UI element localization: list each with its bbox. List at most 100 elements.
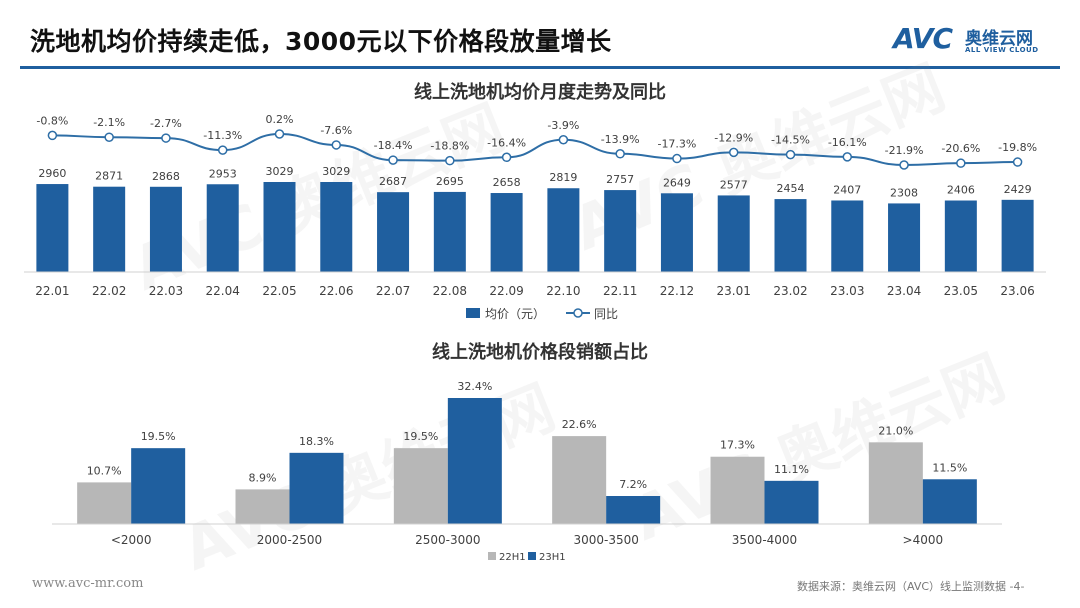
x-tick-label: 23.06 — [1000, 284, 1034, 298]
price-label: 2406 — [947, 184, 975, 197]
logo-en: ALL VIEW CLOUD — [965, 46, 1039, 54]
yoy-point — [672, 153, 682, 164]
logo-mark: AVC — [893, 22, 953, 55]
page-title: 洗地机均价持续走低，3000元以下价格段放量增长 — [30, 27, 612, 56]
x-tick-label: 23.04 — [887, 284, 921, 298]
yoy-label: -17.3% — [657, 138, 696, 151]
bar-22h1 — [552, 436, 607, 524]
legend-yoy: 同比 — [594, 307, 618, 321]
price-label: 2757 — [606, 173, 634, 186]
price-label: 3029 — [266, 165, 294, 178]
x-tick-label: 22.01 — [35, 284, 69, 298]
label-22h1: 17.3% — [720, 439, 755, 452]
label-23h1: 11.5% — [932, 461, 967, 474]
avc-logo: AVC 奥维云网 ALL VIEW CLOUD — [893, 22, 1063, 58]
price-label: 2695 — [436, 175, 464, 188]
price-label: 2649 — [663, 176, 691, 189]
price-label: 2953 — [209, 167, 237, 180]
price-bar — [149, 186, 182, 272]
x-tick-label: 3500-4000 — [732, 533, 797, 547]
yoy-point — [445, 155, 455, 166]
yoy-label: -3.9% — [547, 119, 579, 132]
label-22h1: 19.5% — [403, 430, 438, 443]
yoy-label: -0.8% — [36, 114, 68, 127]
price-bar — [774, 199, 807, 272]
x-tick-label: 22.04 — [206, 284, 240, 298]
yoy-label: -13.9% — [601, 133, 640, 146]
label-23h1: 19.5% — [141, 430, 176, 443]
x-tick-label: 22.12 — [660, 284, 694, 298]
price-label: 2454 — [777, 182, 805, 195]
yoy-label: -2.1% — [93, 116, 125, 129]
x-tick-label: 22.02 — [92, 284, 126, 298]
yoy-point — [956, 158, 966, 168]
chart-title: 线上洗地机均价月度走势及同比 — [414, 81, 666, 103]
price-label: 2308 — [890, 186, 918, 199]
yoy-label: -19.8% — [998, 141, 1037, 154]
legend-swatch-22h1 — [488, 552, 496, 560]
price-bar — [433, 191, 466, 272]
yoy-point — [331, 140, 342, 150]
price-bar — [831, 200, 864, 272]
yoy-point — [501, 152, 512, 163]
price-bar — [206, 184, 239, 272]
yoy-point — [388, 155, 398, 165]
yoy-point — [1012, 157, 1023, 167]
price-bar — [490, 193, 523, 272]
yoy-label: -2.7% — [150, 117, 182, 130]
bar-22h1 — [235, 489, 290, 524]
x-tick-label: >4000 — [903, 533, 944, 547]
x-tick-label: 22.08 — [433, 284, 467, 298]
label-22h1: 10.7% — [87, 464, 122, 477]
bar-23h1 — [289, 452, 344, 524]
price-label: 2577 — [720, 178, 748, 191]
label-23h1: 7.2% — [619, 478, 647, 491]
yoy-label: -16.1% — [828, 136, 867, 149]
bar-22h1 — [77, 482, 132, 524]
x-tick-label: 22.10 — [546, 284, 580, 298]
price-label: 2658 — [493, 176, 521, 189]
yoy-point — [274, 129, 285, 139]
price-bar — [263, 182, 296, 272]
legend-swatch-23h1 — [528, 552, 536, 560]
price-bar — [320, 182, 353, 272]
price-bar — [1001, 199, 1034, 272]
price-bar — [93, 186, 126, 272]
legend-marker-yoy — [573, 308, 583, 318]
x-tick-label: 22.06 — [319, 284, 353, 298]
bar-23h1 — [764, 480, 819, 524]
label-23h1: 18.3% — [299, 435, 334, 448]
yoy-label: -16.4% — [487, 136, 526, 149]
logo-cn: 奥维云网 — [965, 29, 1033, 49]
bar-22h1 — [393, 448, 448, 524]
yoy-label: -18.8% — [430, 140, 469, 153]
footer-url: www.avc-mr.com — [32, 576, 144, 591]
price-bar — [547, 188, 580, 272]
label-22h1: 21.0% — [878, 424, 913, 437]
yoy-point — [785, 149, 796, 160]
label-23h1: 11.1% — [774, 463, 809, 476]
price-bar — [604, 190, 637, 272]
price-bar — [717, 195, 750, 272]
yoy-point — [842, 152, 853, 162]
x-tick-label: 2000-2500 — [257, 533, 322, 547]
x-tick-label: 23.01 — [717, 284, 751, 298]
yoy-point — [104, 132, 114, 142]
legend-price: 均价（元） — [485, 307, 545, 321]
yoy-label: -7.6% — [320, 124, 352, 137]
yoy-point — [615, 149, 625, 159]
price-bar — [377, 192, 410, 272]
x-tick-label: 23.03 — [830, 284, 864, 298]
x-tick-label: 22.11 — [603, 284, 637, 298]
price-label: 3029 — [322, 165, 350, 178]
legend-22h1: 22H1 — [499, 552, 526, 563]
bar-23h1 — [922, 479, 977, 524]
price-label: 2407 — [833, 183, 861, 196]
label-22h1: 8.9% — [249, 471, 277, 484]
x-tick-label: 22.07 — [376, 284, 410, 298]
footer-source: 数据来源：奥维云网（AVC）线上监测数据 -4- — [797, 580, 1025, 593]
yoy-label: -12.9% — [714, 131, 753, 144]
yoy-label: -14.5% — [771, 134, 810, 147]
monthly-price-chart: 线上洗地机均价月度走势及同比 2960 2871 2868 2953 3029 3029 2… — [24, 81, 1046, 321]
bar-22h1 — [868, 442, 923, 524]
